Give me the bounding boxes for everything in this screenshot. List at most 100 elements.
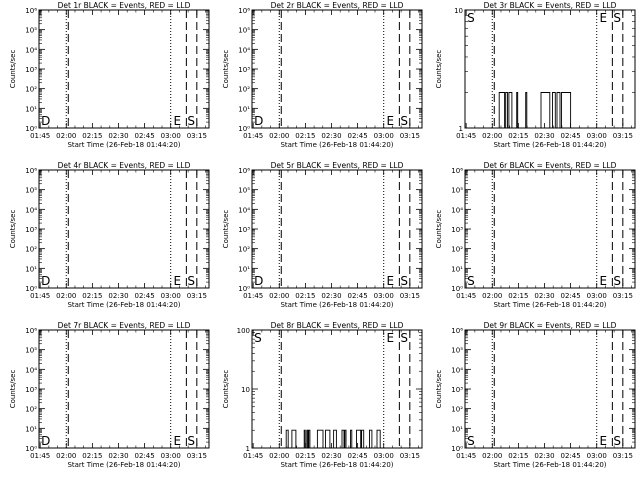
- chart-title: Det 8r BLACK = Events, RED = LLD: [271, 321, 404, 330]
- y-tick-label: 10²: [451, 406, 463, 414]
- chart-title: Det 3r BLACK = Events, RED = LLD: [484, 1, 617, 10]
- y-axis-label: Counts/sec: [435, 370, 443, 409]
- x-tick-label: 03:15: [613, 132, 633, 140]
- data-series-line: [285, 429, 381, 449]
- event-marker-label: S: [613, 434, 621, 448]
- y-tick-label: 10²: [25, 406, 37, 414]
- y-tick-label: 10⁰: [25, 285, 37, 293]
- event-marker-label: S: [187, 274, 195, 288]
- y-tick-label: 10: [241, 386, 250, 394]
- x-tick-label: 03:00: [161, 452, 181, 460]
- x-tick-label: 01:45: [243, 132, 263, 140]
- x-tick-label: 01:45: [30, 292, 50, 300]
- chart-panel: Det 9r BLACK = Events, RED = LLD 10⁰ 10¹ 10…: [435, 321, 636, 469]
- x-axis-label: Start Time (26-Feb-18 01:44:20): [67, 461, 180, 469]
- y-tick-label: 10⁵: [451, 187, 463, 195]
- x-tick-label: 03:15: [187, 292, 207, 300]
- x-axis-label: Start Time (26-Feb-18 01:44:20): [493, 301, 606, 309]
- data-series-line: [498, 92, 528, 129]
- x-tick-label: 02:15: [295, 292, 315, 300]
- y-tick-label: 10²: [238, 246, 250, 254]
- y-tick-label: 10⁶: [25, 327, 37, 335]
- x-tick-label: 03:15: [400, 292, 420, 300]
- x-tick-label: 02:15: [508, 452, 528, 460]
- y-tick-label: 10⁴: [451, 206, 463, 214]
- event-marker-label: D: [254, 114, 263, 128]
- y-tick-label: 10⁰: [238, 125, 250, 133]
- x-axis-label: Start Time (26-Feb-18 01:44:20): [280, 301, 393, 309]
- y-tick-label: 10⁶: [238, 7, 250, 15]
- event-marker-label: E: [173, 274, 181, 288]
- y-tick-label: 10⁰: [451, 445, 463, 453]
- y-tick-label: 1: [246, 445, 250, 453]
- x-axis-label: Start Time (26-Feb-18 01:44:20): [493, 461, 606, 469]
- y-tick-label: 10³: [25, 66, 37, 74]
- chart-panel: Det 2r BLACK = Events, RED = LLD 10⁰ 10¹ 10…: [222, 1, 423, 149]
- x-tick-label: 02:15: [82, 132, 102, 140]
- y-tick-label: 10⁰: [25, 445, 37, 453]
- event-marker-label: S: [400, 331, 408, 345]
- y-tick-label: 10¹: [25, 105, 37, 113]
- chart-title: Det 7r BLACK = Events, RED = LLD: [58, 321, 191, 330]
- x-tick-label: 02:30: [108, 292, 128, 300]
- y-tick-label: 10⁵: [451, 347, 463, 355]
- chart-title: Det 6r BLACK = Events, RED = LLD: [484, 161, 617, 170]
- x-tick-label: 03:00: [374, 452, 394, 460]
- x-axis-label: Start Time (26-Feb-18 01:44:20): [280, 141, 393, 149]
- x-tick-label: 02:45: [135, 132, 155, 140]
- x-tick-label: 03:00: [374, 292, 394, 300]
- x-axis-label: Start Time (26-Feb-18 01:44:20): [67, 141, 180, 149]
- y-axis-label: Counts/sec: [222, 370, 230, 409]
- y-tick-label: 10⁴: [451, 366, 463, 374]
- y-tick-label: 10⁵: [25, 27, 37, 35]
- event-marker-label: D: [41, 114, 50, 128]
- x-tick-label: 03:15: [613, 292, 633, 300]
- x-tick-label: 02:00: [269, 292, 289, 300]
- y-axis-label: Counts/sec: [9, 210, 17, 249]
- y-tick-label: 10⁰: [451, 285, 463, 293]
- x-tick-label: 02:00: [56, 132, 76, 140]
- y-tick-label: 10¹: [451, 265, 463, 273]
- x-tick-label: 03:15: [613, 452, 633, 460]
- y-tick-label: 10⁰: [25, 125, 37, 133]
- x-tick-label: 01:45: [243, 292, 263, 300]
- event-marker-label: E: [599, 274, 607, 288]
- x-tick-label: 02:45: [348, 292, 368, 300]
- x-tick-label: 02:30: [108, 452, 128, 460]
- x-tick-label: 02:45: [561, 452, 581, 460]
- event-marker-label: S: [467, 434, 475, 448]
- chart-panel: Det 6r BLACK = Events, RED = LLD 10⁰ 10¹ 10…: [435, 161, 636, 309]
- chart-panel: Det 8r BLACK = Events, RED = LLD 1 10 100 01…: [222, 321, 423, 469]
- x-tick-label: 02:30: [321, 292, 341, 300]
- x-tick-label: 02:15: [295, 452, 315, 460]
- x-tick-label: 03:00: [374, 132, 394, 140]
- x-tick-label: 02:00: [269, 132, 289, 140]
- chart-title: Det 5r BLACK = Events, RED = LLD: [271, 161, 404, 170]
- y-tick-label: 10⁴: [25, 46, 37, 54]
- chart-panel: Det 5r BLACK = Events, RED = LLD 10⁰ 10¹ 10…: [222, 161, 423, 309]
- chart-panel: Det 3r BLACK = Events, RED = LLD 1 10 01:45…: [435, 1, 636, 149]
- y-tick-label: 10³: [238, 66, 250, 74]
- chart-title: Det 2r BLACK = Events, RED = LLD: [271, 1, 404, 10]
- event-marker-label: D: [41, 274, 50, 288]
- y-tick-label: 10⁴: [25, 206, 37, 214]
- x-tick-label: 02:00: [269, 452, 289, 460]
- x-tick-label: 01:45: [30, 132, 50, 140]
- y-tick-label: 10⁵: [25, 187, 37, 195]
- y-tick-label: 10⁴: [238, 206, 250, 214]
- x-tick-label: 02:00: [56, 292, 76, 300]
- event-marker-label: S: [400, 114, 408, 128]
- y-axis-label: Counts/sec: [9, 50, 17, 89]
- y-tick-label: 10²: [451, 246, 463, 254]
- y-tick-label: 10²: [238, 86, 250, 94]
- y-tick-label: 10: [454, 7, 463, 15]
- chart-panel: Det 1r BLACK = Events, RED = LLD 10⁰ 10¹ 10…: [9, 1, 210, 149]
- y-tick-label: 10²: [25, 246, 37, 254]
- x-tick-label: 03:00: [587, 452, 607, 460]
- y-axis-label: Counts/sec: [435, 50, 443, 89]
- x-tick-label: 02:45: [561, 292, 581, 300]
- y-tick-label: 10⁴: [25, 366, 37, 374]
- x-tick-label: 02:15: [82, 292, 102, 300]
- x-tick-label: 03:15: [187, 452, 207, 460]
